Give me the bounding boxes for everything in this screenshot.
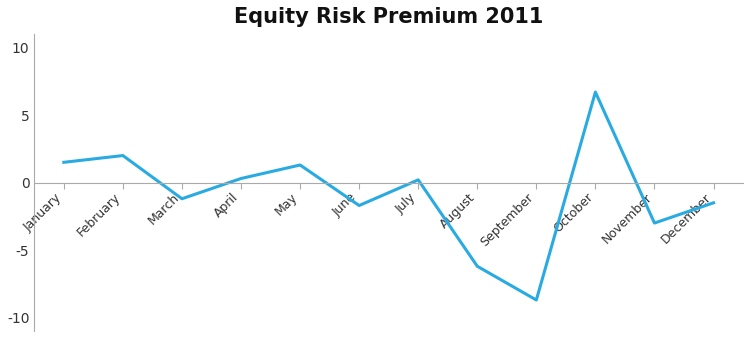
- Title: Equity Risk Premium 2011: Equity Risk Premium 2011: [234, 7, 543, 27]
